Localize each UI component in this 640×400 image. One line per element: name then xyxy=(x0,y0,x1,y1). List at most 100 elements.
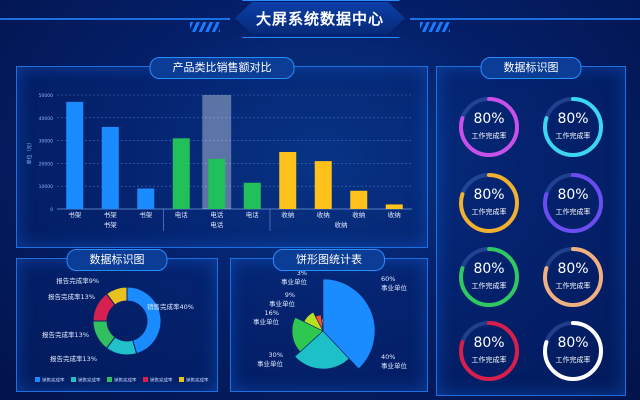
gauge-value: 80% xyxy=(473,335,505,351)
donut-slice xyxy=(105,286,128,306)
x-tick-label: 收纳 xyxy=(317,210,330,219)
x-tick-label: 电话 xyxy=(246,210,260,219)
gauge-panel: 数据标识图 80% 工作完成率 80% 工作完成率 80% 工作完成率 80% 工作完成率 80… xyxy=(436,57,626,396)
gauge-ring xyxy=(459,247,519,307)
header-line-left xyxy=(0,18,230,20)
y-tick-label: 10000 xyxy=(39,184,53,190)
header-bar: 大屏系统数据中心 xyxy=(0,0,640,40)
pie-panel: 饼形图统计表 60% 事业单位 40% 事业单位 30% 事业单位 16% 事业单位 9% 事业单… xyxy=(230,249,428,392)
gauge-label: 工作完成率 xyxy=(471,356,507,364)
header-stripe-right xyxy=(420,22,450,32)
gauge-ring xyxy=(459,173,519,233)
gauge-label: 工作完成率 xyxy=(471,132,507,140)
pie-percent-label: 30% xyxy=(269,351,283,359)
x-group-label: 电话 xyxy=(210,220,224,229)
gauge-value: 80% xyxy=(557,261,589,277)
pie-percent-label: 60% xyxy=(381,275,395,283)
gauge-ring xyxy=(543,247,603,307)
pie-name-label: 事业单位 xyxy=(281,277,308,286)
pie-name-label: 事业单位 xyxy=(381,361,408,370)
completion-gauge: 80% 工作完成率 xyxy=(541,171,605,235)
completion-gauge: 80% 工作完成率 xyxy=(457,245,521,309)
donut-label: 报告完成率13% xyxy=(48,292,95,301)
pie-percent-label: 40% xyxy=(381,353,395,361)
pie-percent-label: 16% xyxy=(265,309,279,317)
x-tick-label: 书架 xyxy=(139,210,153,219)
completion-gauge: 80% 工作完成率 xyxy=(457,95,521,159)
header-stripe-left xyxy=(190,22,220,32)
donut-label: 报告完成率9% xyxy=(56,276,99,285)
gauge-ring xyxy=(543,97,603,157)
legend-swatch xyxy=(71,377,76,382)
completion-gauge: 80% 工作完成率 xyxy=(541,319,605,383)
bar-chart: 01000020000300004000050000单位（元）书架 书架 书架 电话电… xyxy=(26,93,412,231)
gauge-value: 80% xyxy=(473,187,505,203)
x-tick-label: 书架 xyxy=(68,210,82,219)
legend-swatch xyxy=(143,377,148,382)
gauge-label: 工作完成率 xyxy=(471,208,507,216)
donut-panel-title: 数据标识图 xyxy=(66,249,168,271)
completion-gauge: 80% 工作完成率 xyxy=(457,319,521,383)
pie-percent-label: 9% xyxy=(285,291,295,299)
x-group-label: 收纳 xyxy=(335,220,348,229)
pie-panel-title: 饼形图统计表 xyxy=(273,249,385,271)
bar xyxy=(172,138,190,209)
donut-label: 报告完成率13% xyxy=(50,354,97,363)
rose-slice xyxy=(294,330,350,370)
y-tick-label: 40000 xyxy=(39,116,53,122)
x-tick-label: 电话 xyxy=(175,210,189,219)
completion-gauge: 80% 工作完成率 xyxy=(541,245,605,309)
gauge-value: 80% xyxy=(473,261,505,277)
y-tick-label: 50000 xyxy=(39,93,53,99)
donut-chart: 报告完成率9% 报告完成率13% 报告完成率13% 报告完成率13% 销售完成率40% 销… xyxy=(35,276,209,384)
gauge-ring xyxy=(543,321,603,381)
donut-panel: 数据标识图 报告完成率9% 报告完成率13% 报告完成率13% 报告完成率13% 销售完… xyxy=(16,249,218,392)
gauge-label: 工作完成率 xyxy=(471,282,507,290)
bar xyxy=(208,158,226,209)
gauge-arc xyxy=(459,97,519,157)
x-tick-label: 电话 xyxy=(210,210,224,219)
donut-label: 销售完成率40% xyxy=(147,302,194,311)
bar xyxy=(314,161,332,209)
bar xyxy=(385,204,403,209)
gauge-arc xyxy=(543,321,603,381)
x-tick-label: 收纳 xyxy=(352,210,365,219)
pie-name-label: 事业单位 xyxy=(269,299,296,308)
x-group-label: 书架 xyxy=(104,220,118,229)
gauge-value: 80% xyxy=(473,111,505,127)
gauge-label: 工作完成率 xyxy=(555,282,591,290)
legend-label: 销售完成率 xyxy=(150,377,173,384)
rose-slice xyxy=(321,318,324,332)
bar xyxy=(243,182,261,209)
pie-percent-label: 3% xyxy=(297,269,307,277)
legend-swatch xyxy=(107,377,112,382)
gauge-arc xyxy=(543,247,603,307)
x-tick-label: 收纳 xyxy=(281,210,294,219)
legend-label: 销售完成率 xyxy=(42,377,65,384)
gauge-label: 工作完成率 xyxy=(555,356,591,364)
rose-slice xyxy=(322,278,376,370)
bar-chart-title: 产品类比销售额对比 xyxy=(149,57,295,79)
bar xyxy=(137,188,155,209)
y-axis-label: 单位（元） xyxy=(26,139,33,164)
gauge-value: 80% xyxy=(557,187,589,203)
legend-label: 销售完成率 xyxy=(78,377,101,384)
gauge-ring xyxy=(543,173,603,233)
rose-slice xyxy=(315,314,324,332)
completion-gauge: 80% 工作完成率 xyxy=(457,171,521,235)
gauge-panel-title: 数据标识图 xyxy=(480,57,582,79)
gauge-arc xyxy=(459,173,519,233)
x-tick-label: 书架 xyxy=(104,210,118,219)
pie-name-label: 事业单位 xyxy=(381,283,408,292)
legend-swatch xyxy=(35,377,40,382)
y-tick-label: 30000 xyxy=(39,139,53,145)
gauge-ring xyxy=(459,97,519,157)
header-line-right xyxy=(410,18,640,20)
rose-slice xyxy=(303,311,324,332)
bar-chart-panel: 产品类比销售额对比 0 10000 20000 30000 40000 50000 单位（元… xyxy=(16,57,428,248)
gauge-arc xyxy=(459,321,519,381)
gauge-arc xyxy=(459,247,519,307)
pie-name-label: 事业单位 xyxy=(257,359,284,368)
bar xyxy=(101,126,119,209)
